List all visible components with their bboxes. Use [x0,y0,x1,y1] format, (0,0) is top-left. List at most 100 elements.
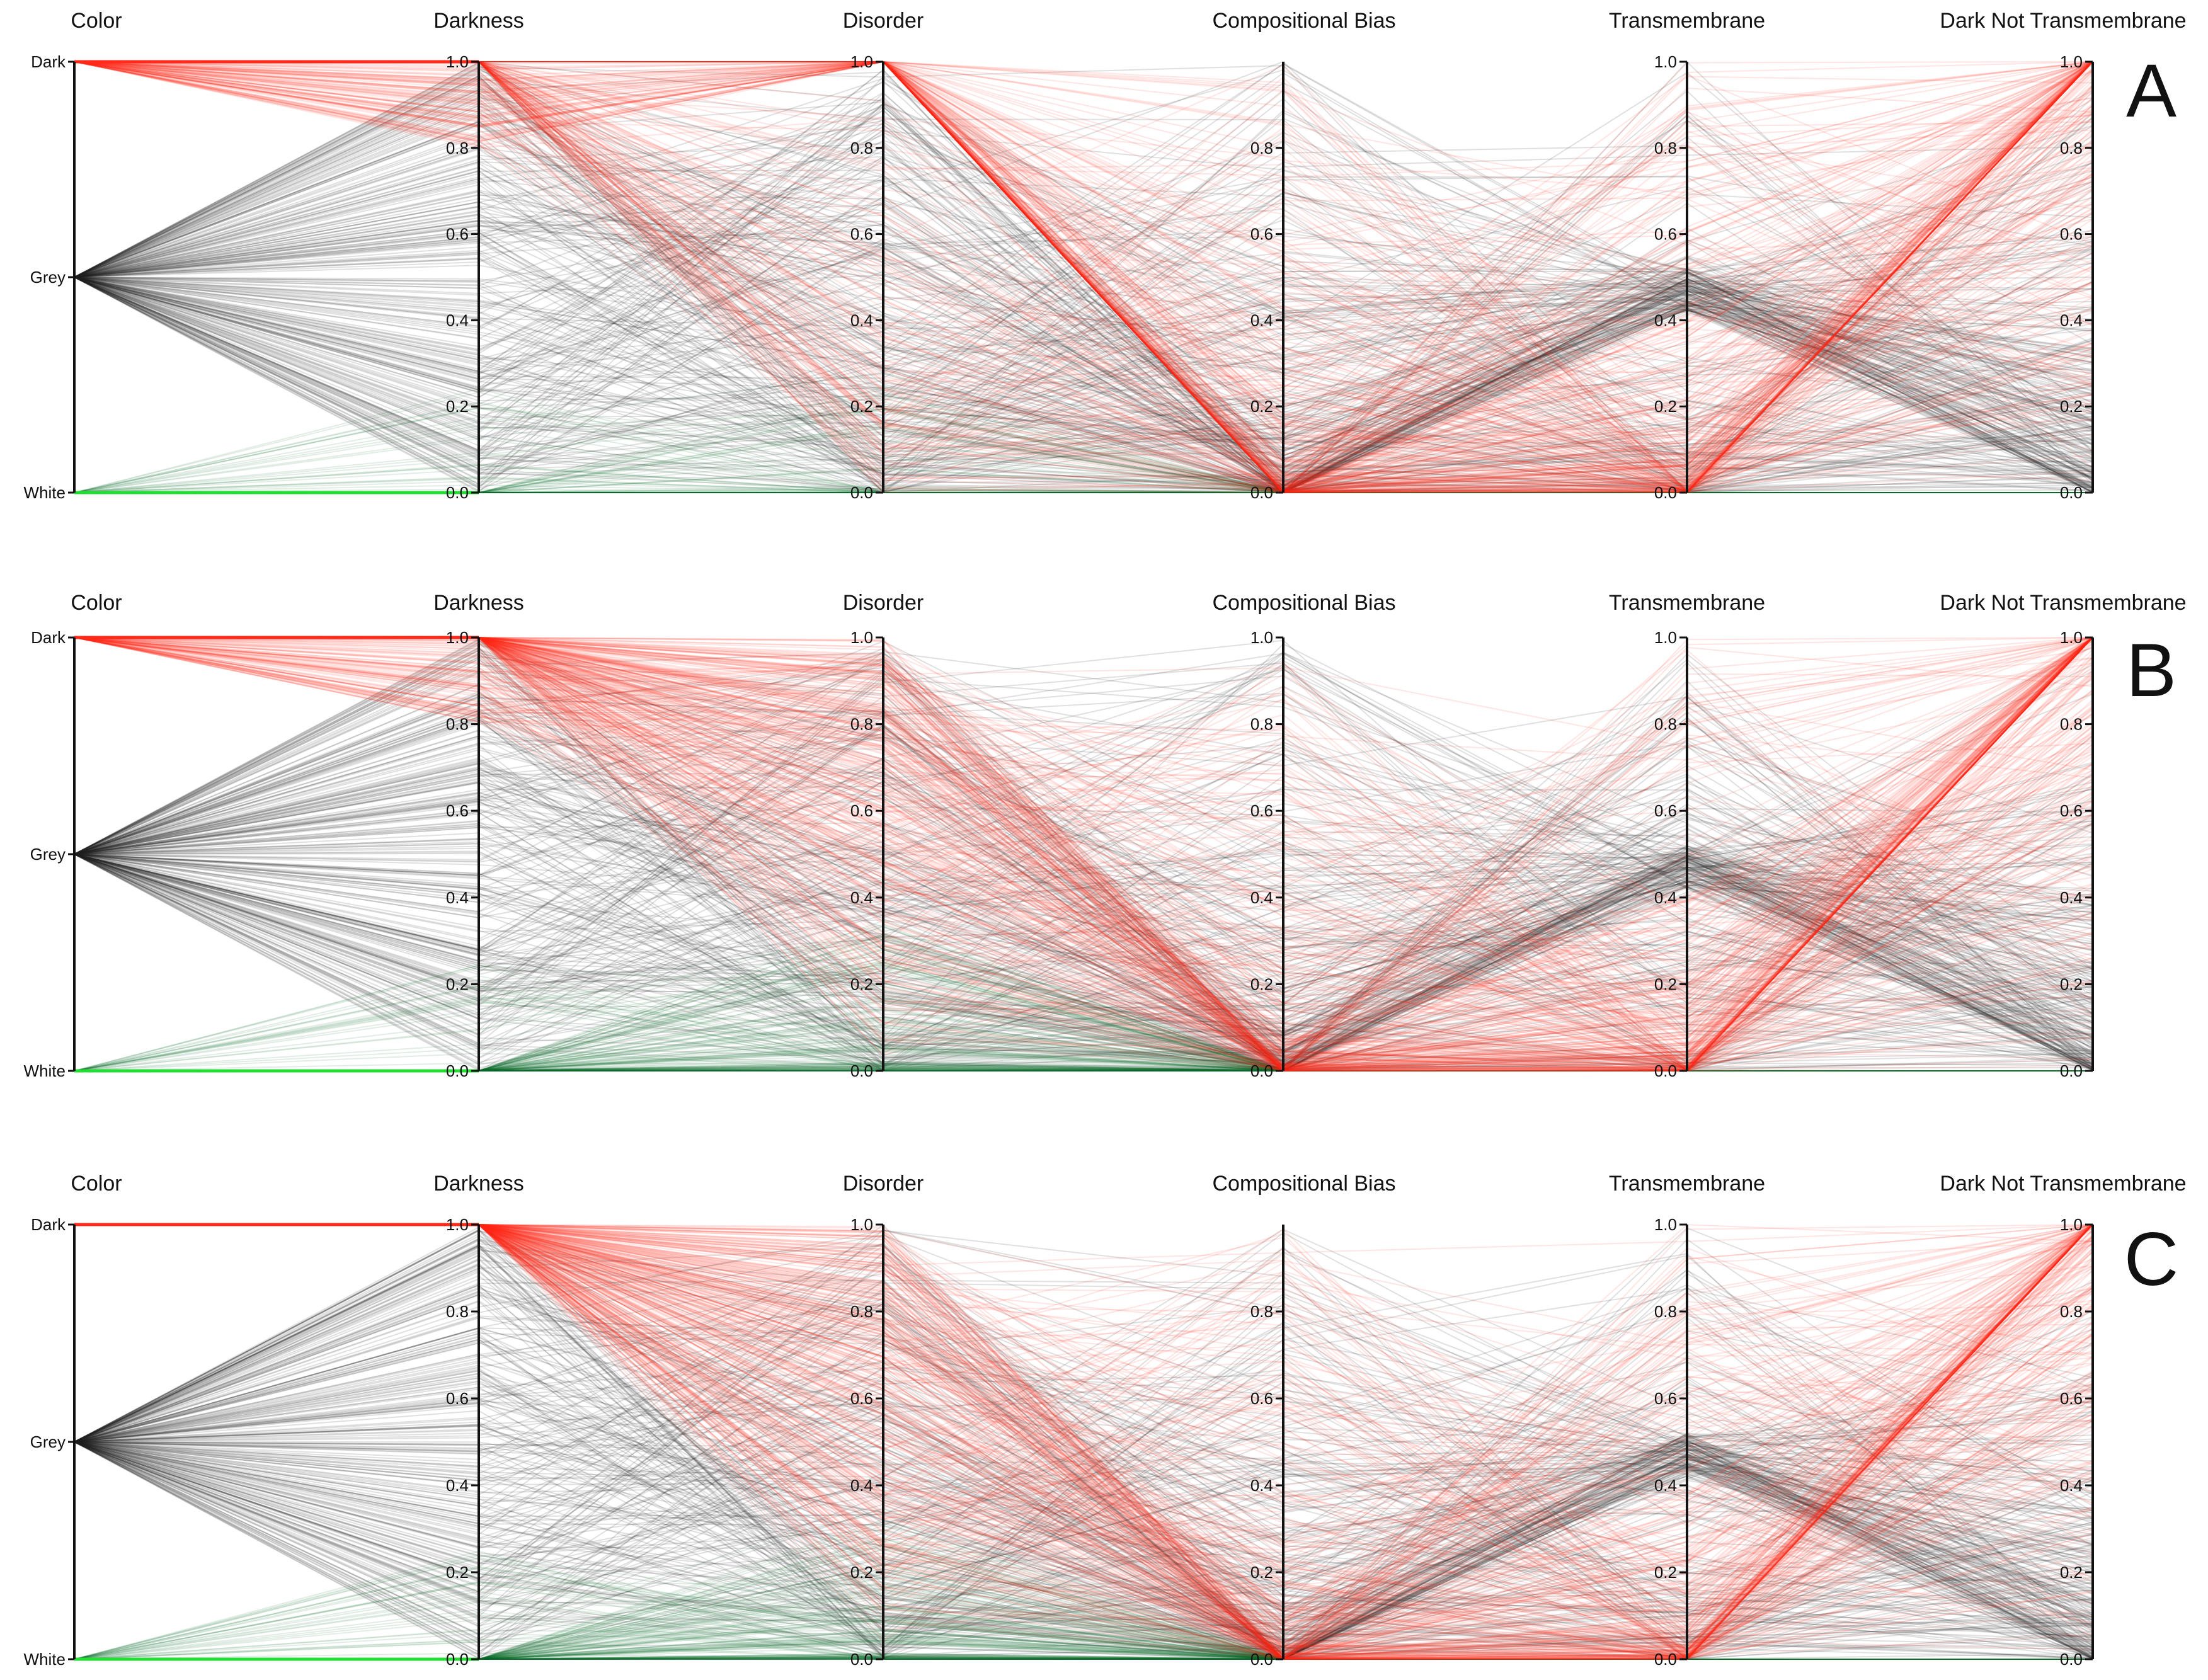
polyline-grey [74,692,2093,1036]
polyline-grey [74,143,2093,494]
polyline-grey [74,140,2093,494]
polyline-dark [74,60,2093,494]
polyline-white [74,985,2093,1071]
polyline-grey [74,1233,2093,1657]
polyline-grey [74,91,2093,476]
polyline-grey [74,1305,2093,1641]
polyline-grey [74,1231,2093,1536]
polyline-white [74,477,2093,493]
polyline-grey [74,658,2093,1070]
polyline-grey [74,204,2093,477]
tick-label: 1.0 [446,52,469,71]
polyline-grey [74,854,2093,1029]
polyline-grey [74,1306,2093,1629]
polyline-grey [74,647,2093,1069]
polyline-grey [74,71,2093,482]
polyline-grey [74,1252,2093,1655]
polyline-grey [74,1254,2093,1610]
polyline-grey [74,202,2093,486]
polyline-dark [74,61,2093,453]
polyline-grey [74,88,2093,493]
polyline-grey [74,775,2093,1066]
polyline-grey [74,1441,2093,1659]
polyline-grey [74,651,2093,981]
polyline-white [74,1597,2093,1660]
polyline-grey [74,109,2093,493]
polyline-grey [74,1402,2093,1649]
polyline-grey [74,1242,2093,1584]
polyline-grey [74,772,2093,1012]
polyline-grey [74,1279,2093,1623]
polyline-grey [74,236,2093,492]
polyline-grey [74,774,2093,1040]
polyline-grey [74,78,2093,489]
polyline-dark [74,61,2093,387]
polyline-dark [74,637,2093,1070]
polyline-grey [74,1441,2093,1548]
tick-label: 0.0 [1250,1061,1273,1080]
polyline-grey [74,1284,2093,1656]
polyline-white [74,1652,2093,1660]
polyline-grey [74,1311,2093,1625]
polyline-grey [74,667,2093,963]
polyline-dark [74,637,2093,1072]
polyline-grey [74,139,2093,491]
polyline-grey [74,232,2093,474]
polyline-grey [74,693,2093,958]
tick-label: 0.8 [2060,715,2083,734]
polyline-grey [74,225,2093,301]
polyline-grey [74,1315,2093,1591]
polylines [74,60,2093,494]
polyline-grey [74,149,2093,402]
polyline-grey [74,1346,2093,1632]
polyline-grey [74,87,2093,395]
polyline-grey [74,124,2093,420]
polyline-grey [74,691,2093,1071]
polyline-grey [74,1388,2093,1659]
polyline-grey [74,737,2093,1060]
polyline-grey [74,1307,2093,1628]
polyline-grey [74,62,2093,349]
polyline-grey [74,649,2093,1035]
polyline-grey [74,175,2093,278]
polyline-dark [74,60,2093,466]
polyline-grey [74,1327,2093,1660]
polyline-grey [74,277,2093,478]
polyline-white [74,469,2093,493]
polyline-grey [74,663,2093,1071]
polyline-grey [74,1245,2093,1660]
polyline-dark [74,637,2093,1057]
polyline-dark [74,637,2093,1059]
polyline-grey [74,794,2093,1026]
polyline-grey [74,1388,2093,1526]
polyline-grey [74,660,2093,1065]
tick-label: 1.0 [2060,52,2083,71]
polyline-grey [74,71,2093,415]
polyline-dark [74,60,2093,485]
polyline-grey [74,271,2093,476]
polyline-grey [74,277,2093,494]
polyline-grey [74,680,2093,1072]
polyline-grey [74,1317,2093,1655]
polyline-grey [74,845,2093,1071]
polyline-grey [74,1426,2093,1657]
polyline-grey [74,770,2093,1063]
polyline-white [74,1628,2093,1660]
tick-label: 0.2 [446,974,469,993]
polyline-grey [74,705,2093,983]
polyline-grey [74,67,2093,469]
polyline-dark [74,60,2093,494]
polyline-grey [74,854,2093,1059]
polyline-grey [74,1255,2093,1616]
polyline-dark [74,60,2093,491]
polyline-grey [74,1427,2093,1641]
polyline-grey [74,127,2093,457]
polyline-grey [74,1294,2093,1658]
polyline-grey [74,1333,2093,1653]
polyline-grey [74,105,2093,491]
polyline-dark [74,60,2093,486]
polyline-grey [74,1246,2093,1643]
polyline-grey [74,277,2093,493]
polyline-grey [74,658,2093,1054]
tick-label: 1.0 [1654,628,1677,647]
